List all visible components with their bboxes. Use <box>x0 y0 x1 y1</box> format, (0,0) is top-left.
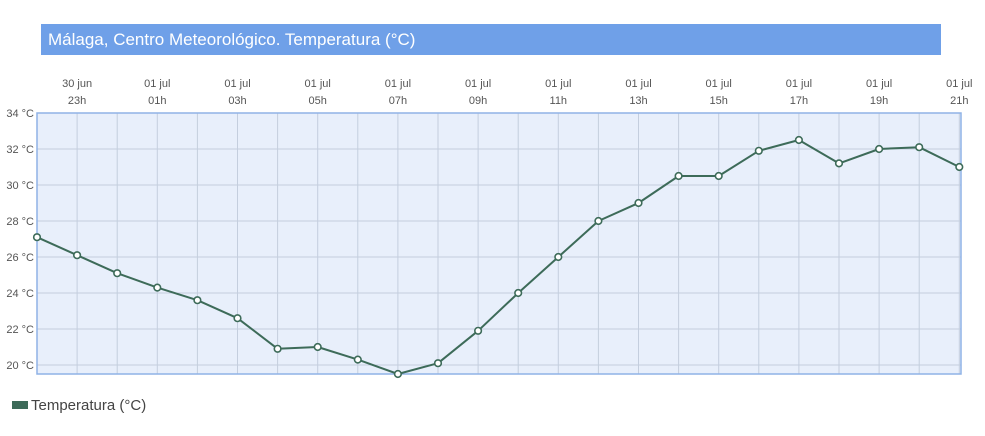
x-tick-label-date: 30 jun <box>62 78 92 90</box>
x-tick-label-date: 01 jul <box>144 78 170 90</box>
data-point <box>714 171 723 181</box>
plot-area <box>37 113 961 374</box>
y-tick-label: 30 °C <box>6 180 34 192</box>
data-point <box>353 355 362 364</box>
chart-title: Málaga, Centro Meteorológico. Temperatur… <box>41 24 941 55</box>
data-point <box>153 283 162 292</box>
y-tick-label: 26 °C <box>6 252 34 264</box>
x-tick-label-date: 01 jul <box>866 78 892 90</box>
data-point <box>834 159 844 168</box>
data-point <box>193 296 202 305</box>
x-tick-label-date: 01 jul <box>385 78 411 90</box>
x-tick-label-date: 01 jul <box>786 78 812 90</box>
y-tick-label: 24 °C <box>6 288 34 300</box>
data-point <box>273 344 282 353</box>
y-tick-label: 20 °C <box>6 360 34 372</box>
data-point <box>754 146 763 155</box>
x-tick-label-date: 01 jul <box>224 78 250 90</box>
x-tick-label-hour: 15h <box>710 95 728 107</box>
data-point <box>955 162 964 172</box>
x-tick-label-hour: 17h <box>790 95 808 107</box>
y-tick-label: 34 °C <box>6 108 34 120</box>
data-point <box>433 359 443 368</box>
x-tick-label-hour: 11h <box>550 95 568 107</box>
x-tick-label-date: 01 jul <box>465 78 491 90</box>
x-tick-label-hour: 13h <box>629 95 647 107</box>
legend-swatch <box>12 401 28 409</box>
data-point <box>514 288 523 298</box>
data-point <box>554 252 563 262</box>
x-tick-label-hour: 05h <box>309 95 327 107</box>
data-point <box>674 171 683 181</box>
x-tick-label-hour: 03h <box>228 95 246 107</box>
data-point <box>393 369 403 379</box>
data-point <box>794 135 804 145</box>
plot-border <box>36 112 962 375</box>
x-tick-label-hour: 07h <box>389 95 407 107</box>
series-line-temperatura <box>36 139 960 375</box>
data-point <box>915 143 924 152</box>
x-tick-label-date: 01 jul <box>305 78 331 90</box>
data-point <box>474 326 483 335</box>
data-point <box>233 314 242 323</box>
x-tick-label-date: 01 jul <box>625 78 651 90</box>
y-tick-label: 32 °C <box>6 144 34 156</box>
data-point <box>32 233 42 242</box>
data-point <box>634 198 643 208</box>
x-tick-label-hour: 23h <box>68 95 86 107</box>
legend-label: Temperatura (°C) <box>31 396 147 414</box>
data-point <box>594 216 603 226</box>
data-point <box>874 144 884 154</box>
y-tick-label: 28 °C <box>6 216 34 228</box>
x-tick-label-hour: 01h <box>148 95 166 107</box>
data-point <box>313 342 322 352</box>
y-tick-label: 22 °C <box>6 324 34 336</box>
data-point <box>113 269 122 278</box>
x-tick-label-date: 01 jul <box>946 78 972 90</box>
x-tick-label-hour: 19h <box>870 95 888 107</box>
legend[interactable]: Temperatura (°C) <box>12 394 146 416</box>
x-tick-label-hour: 21h <box>950 95 968 107</box>
x-tick-label-hour: 09h <box>469 95 487 107</box>
x-tick-label-date: 01 jul <box>706 78 732 90</box>
x-tick-label-date: 01 jul <box>545 78 571 90</box>
data-point <box>72 251 82 260</box>
